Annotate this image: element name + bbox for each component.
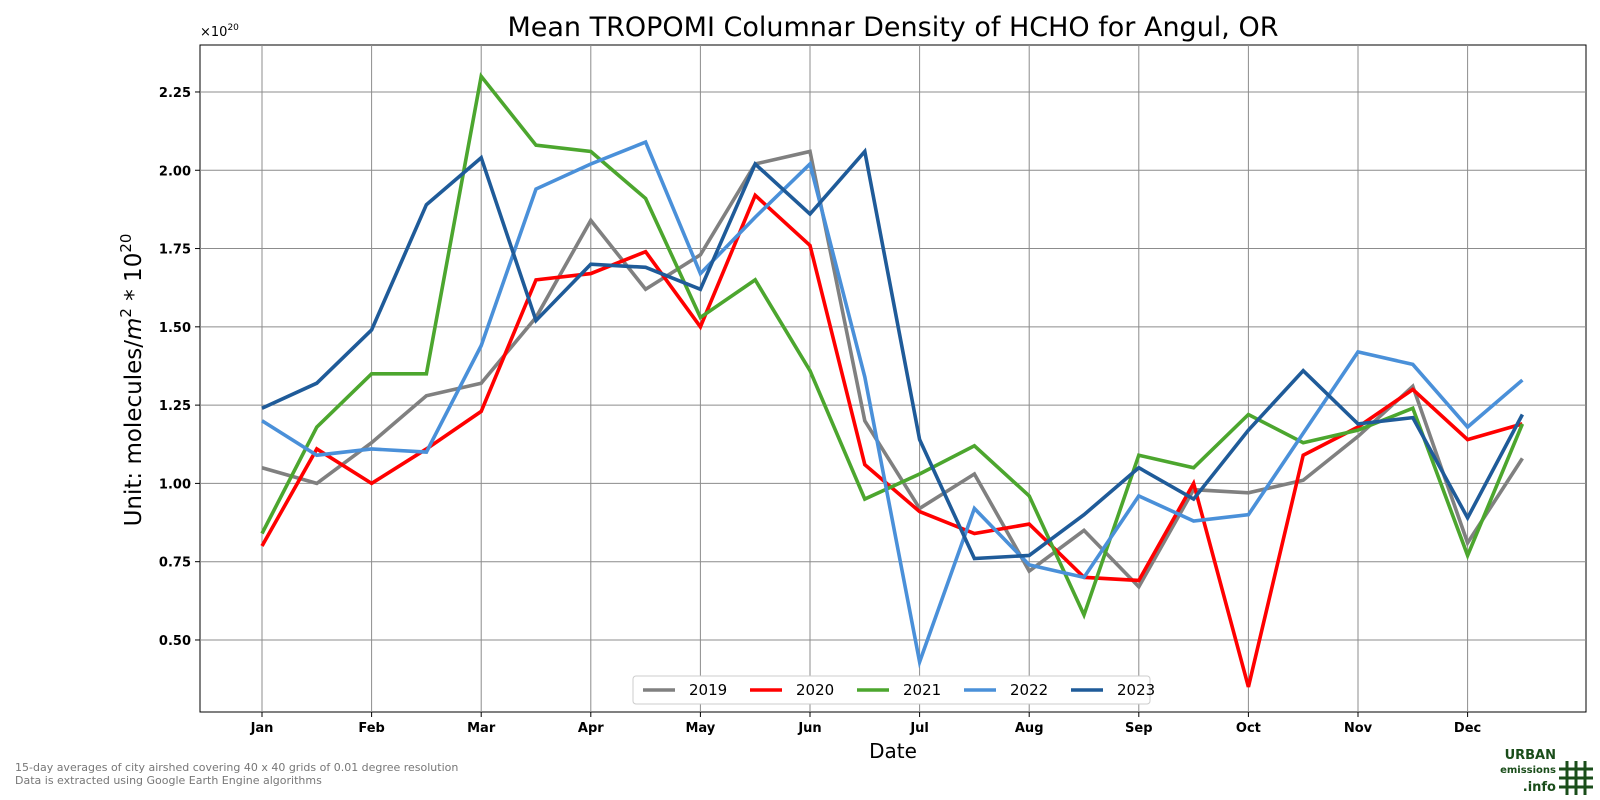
y-tick-label: 0.50 (159, 634, 191, 649)
logo-word-urban: URBAN (1504, 748, 1556, 763)
legend-label-2021: 2021 (903, 681, 941, 699)
series-line-2023 (261, 147, 1524, 561)
y-tick-label: 1.50 (159, 321, 191, 336)
y-offset-label: ×1020 (200, 23, 239, 40)
series-line-2021 (260, 72, 1525, 620)
legend-label-2022: 2022 (1010, 681, 1048, 699)
plot-frame (199, 44, 1587, 713)
logo-word-info: .info (1522, 780, 1556, 795)
x-tick-label: Aug (1015, 721, 1044, 736)
y-tick-label: 1.25 (159, 399, 191, 414)
footnote-line-2: Data is extracted using Google Earth Eng… (15, 774, 322, 787)
x-tick-label: Apr (578, 721, 604, 736)
series-line-2020 (260, 192, 1523, 688)
y-axis-label: Unit: molecules/m2 * 1020 (117, 234, 147, 527)
legend-label-2020: 2020 (796, 681, 834, 699)
chart-legend: 2019 2020 2021 2022 2023 (632, 675, 1155, 705)
x-tick-label: Sep (1125, 721, 1153, 736)
legend-box (632, 675, 1151, 705)
y-tick-label: 2.00 (159, 164, 191, 179)
x-tick-label: Jan (250, 721, 274, 736)
footnote-line-1: 15-day averages of city airshed covering… (15, 761, 459, 774)
x-tick-label: Feb (358, 721, 384, 736)
x-axis-label: Date (869, 739, 917, 763)
y-tick-label: 0.75 (159, 556, 191, 571)
chart-title: Mean TROPOMI Columnar Density of HCHO fo… (507, 12, 1278, 43)
x-tick-label: Dec (1454, 721, 1481, 736)
x-tick-label: Nov (1344, 721, 1373, 736)
x-tick-label: Mar (467, 721, 496, 736)
logo-word-emissions: emissions (1500, 765, 1556, 776)
x-tick-label: Oct (1236, 721, 1261, 736)
x-tick-label: Jun (797, 721, 821, 736)
legend-label-2023: 2023 (1117, 681, 1155, 699)
series-line-2022 (261, 139, 1524, 669)
y-tick-label: 2.25 (159, 86, 191, 101)
series-line-2019 (261, 149, 1524, 590)
y-tick-label: 1.00 (159, 477, 191, 492)
y-tick-label: 1.75 (159, 243, 191, 258)
x-tick-label: May (686, 721, 716, 736)
legend-label-2019: 2019 (689, 681, 727, 699)
logo-grid-icon (1559, 761, 1593, 795)
x-tick-label: Jul (909, 721, 929, 736)
